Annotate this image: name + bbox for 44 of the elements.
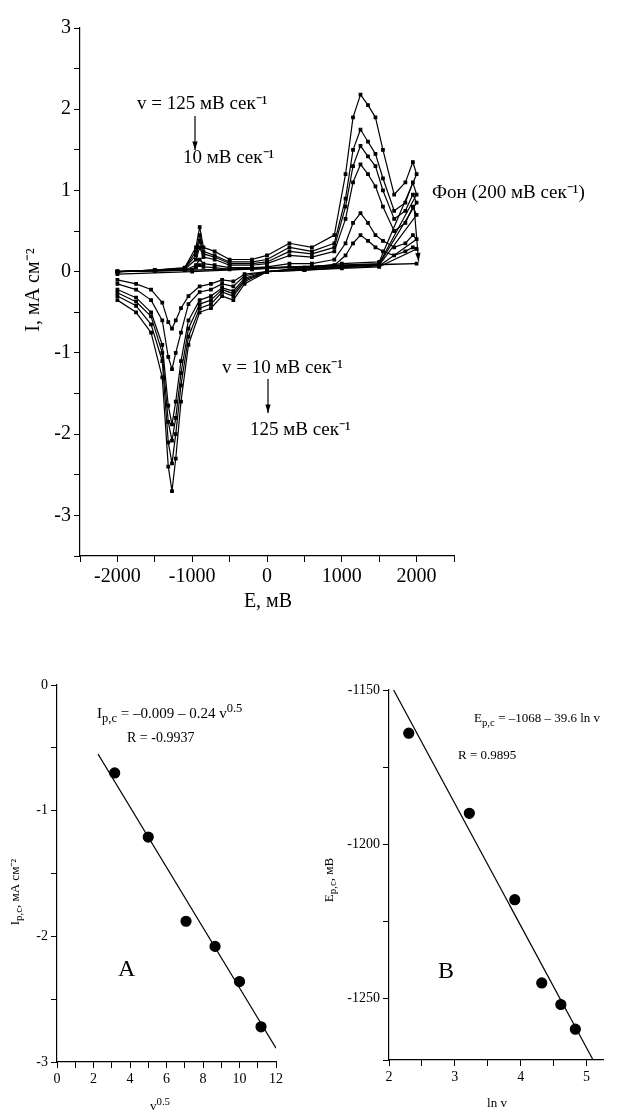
y-tick-label: -1150 — [347, 681, 380, 697]
x-tick-label: 1000 — [321, 564, 362, 587]
y-tick-label: 0 — [61, 258, 71, 281]
annotation: v = 125 мВ сек⁻¹ — [137, 92, 268, 113]
y-tick-label: 3 — [61, 15, 71, 38]
annotation: I$_{p,c}$ = –0.009 – 0.24 v$^{0.5}$ — [97, 701, 243, 725]
y-tick-label: -1 — [54, 340, 71, 363]
x-axis-title: v$^{0.5}$ — [149, 1095, 171, 1113]
x-tick-label: 10 — [232, 1071, 247, 1087]
y-tick-label: -3 — [36, 1053, 48, 1069]
x-tick-label: 3 — [451, 1069, 459, 1085]
annotation: R = -0.9937 — [127, 730, 195, 745]
y-tick-label: 0 — [41, 676, 48, 692]
x-tick-label: 12 — [269, 1071, 283, 1087]
x-tick-label: 0 — [262, 564, 272, 587]
annotation: A — [118, 955, 136, 981]
y-tick-label: -2 — [54, 421, 71, 444]
x-tick-label: 5 — [583, 1069, 591, 1085]
x-axis-title: ln v — [487, 1095, 507, 1110]
x-tick-label: -1000 — [168, 564, 216, 587]
y-tick-label: -2 — [36, 928, 48, 944]
x-tick-label: 8 — [199, 1071, 207, 1087]
y-tick-label: 2 — [61, 96, 71, 119]
y-tick-label: -3 — [54, 502, 71, 525]
x-tick-label: 4 — [517, 1069, 525, 1085]
annotation: R = 0.9895 — [458, 747, 517, 762]
y-tick-label: -1200 — [347, 835, 380, 851]
x-tick-label: 2 — [90, 1071, 97, 1087]
annotation: E$_{p,c}$ = –1068 – 39.6 ln v — [474, 710, 601, 728]
annotation: 10 мВ сек⁻¹ — [183, 146, 275, 167]
y-tick-label: -1 — [36, 802, 48, 818]
x-tick-label: 2 — [385, 1069, 393, 1085]
x-axis-title: E, мВ — [243, 589, 293, 611]
annotation: Фон (200 мВ сек⁻¹) — [432, 181, 585, 202]
annotation: B — [438, 957, 455, 983]
x-tick-label: 2000 — [396, 564, 437, 587]
y-tick-label: 1 — [61, 177, 71, 200]
y-tick-label: -1250 — [347, 990, 380, 1006]
x-tick-label: 6 — [163, 1071, 170, 1087]
annotation: 125 мВ сек⁻¹ — [250, 418, 351, 439]
x-tick-label: -2000 — [94, 564, 141, 587]
annotation: v = 10 мВ сек⁻¹ — [222, 356, 343, 377]
y-axis-title: I, мА см⁻² — [21, 248, 43, 332]
x-tick-label: 4 — [126, 1071, 134, 1087]
